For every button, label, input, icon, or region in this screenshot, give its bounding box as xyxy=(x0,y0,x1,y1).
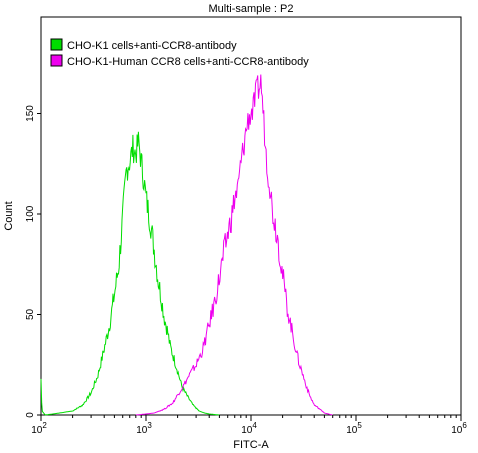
y-tick-label: 100 xyxy=(25,205,36,222)
x-tick-label: 105 xyxy=(346,421,362,436)
legend: CHO-K1 cells+anti-CCR8-antibody CHO-K1-H… xyxy=(50,38,309,68)
plot-frame xyxy=(40,16,462,416)
y-tick-label: 0 xyxy=(25,412,36,418)
legend-label-cho-k1-human-ccr8: CHO-K1-Human CCR8 cells+anti-CCR8-antibo… xyxy=(67,56,309,68)
y-axis-ticks: 0 50 100 150 xyxy=(25,105,41,418)
y-axis-label: Count xyxy=(3,201,15,230)
legend-label-cho-k1: CHO-K1 cells+anti-CCR8-antibody xyxy=(67,40,237,52)
series-layer xyxy=(40,74,333,416)
x-tick-label: 103 xyxy=(136,421,152,436)
x-axis-ticks: 102 103 104 105 106 xyxy=(31,415,467,436)
y-tick-label: 150 xyxy=(25,105,36,122)
x-tick-label: 102 xyxy=(31,421,47,436)
series-line-2 xyxy=(135,74,333,416)
x-tick-label: 104 xyxy=(241,421,257,436)
legend-swatch-cho-k1 xyxy=(50,38,63,51)
x-tick-label: 106 xyxy=(451,421,467,436)
chart-title: Multi-sample : P2 xyxy=(209,3,294,15)
legend-swatch-cho-k1-human-ccr8 xyxy=(50,54,63,67)
x-axis-label: FITC-A xyxy=(233,439,269,451)
y-tick-label: 50 xyxy=(25,308,36,320)
series-line-1 xyxy=(40,131,220,416)
